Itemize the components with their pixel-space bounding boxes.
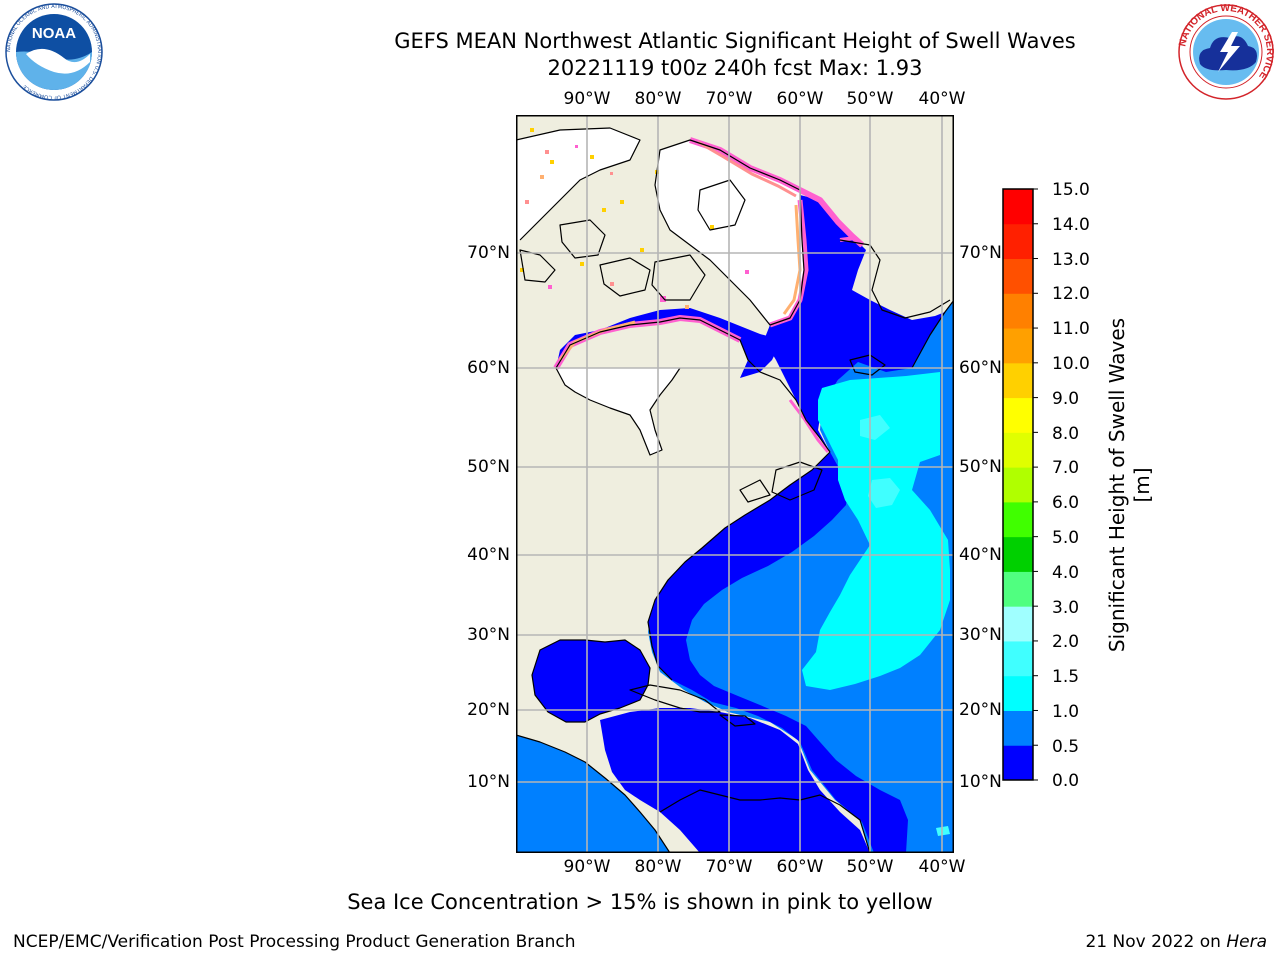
colorbar bbox=[1002, 188, 1038, 781]
colorbar-tick: 9.0 bbox=[1052, 389, 1080, 409]
map-title: GEFS MEAN Northwest Atlantic Significant… bbox=[394, 29, 1076, 53]
lon-label-bottom: 90°W bbox=[563, 857, 611, 877]
sea-ice-edge bbox=[697, 140, 797, 198]
colorbar-segment bbox=[1003, 189, 1033, 225]
lat-label-left: 60°N bbox=[467, 358, 510, 378]
colorbar-segment bbox=[1003, 467, 1033, 503]
colorbar-segment bbox=[1003, 293, 1033, 329]
swell-region bbox=[802, 372, 950, 690]
colorbar-tick: 7.0 bbox=[1052, 458, 1080, 478]
colorbar-tick: 14.0 bbox=[1052, 215, 1090, 235]
colorbar-tick: 3.0 bbox=[1052, 598, 1080, 618]
lon-label-top: 50°W bbox=[846, 89, 894, 109]
colorbar-tick: 0.0 bbox=[1052, 771, 1080, 791]
ocean-region bbox=[516, 735, 670, 853]
colorbar-segment bbox=[1003, 571, 1033, 607]
colorbar-segment bbox=[1003, 501, 1033, 538]
lon-label-top: 90°W bbox=[563, 89, 611, 109]
ice-region bbox=[516, 128, 640, 240]
lat-label-left: 50°N bbox=[467, 457, 510, 477]
colorbar-segment bbox=[1003, 710, 1033, 746]
swell-region bbox=[868, 478, 900, 508]
sea-ice-note: Sea Ice Concentration > 15% is shown in … bbox=[347, 890, 933, 914]
colorbar-tick: 5.0 bbox=[1052, 528, 1080, 548]
colorbar-tick: 15.0 bbox=[1052, 180, 1090, 200]
colorbar-tick: 10.0 bbox=[1052, 354, 1090, 374]
colorbar-segment bbox=[1003, 223, 1033, 260]
lat-label-right: 40°N bbox=[959, 545, 1002, 565]
colorbar-label: Significant Height of Swell Waves [m] bbox=[1105, 317, 1154, 653]
colorbar-tick: 11.0 bbox=[1052, 319, 1090, 339]
colorbar-tick: 0.5 bbox=[1052, 737, 1080, 757]
footer-machine: Hera bbox=[1226, 932, 1267, 952]
lon-label-top: 40°W bbox=[918, 89, 966, 109]
colorbar-tick: 4.0 bbox=[1052, 563, 1080, 583]
swell-region bbox=[936, 826, 950, 836]
colorbar-tick: 12.0 bbox=[1052, 284, 1090, 304]
colorbar-segment bbox=[1003, 745, 1033, 781]
lat-label-left: 40°N bbox=[467, 545, 510, 565]
colorbar-tick: 13.0 bbox=[1052, 250, 1090, 270]
colorbar-tick: 1.5 bbox=[1052, 667, 1080, 687]
colorbar-segment bbox=[1003, 397, 1033, 433]
lat-label-right: 10°N bbox=[959, 772, 1002, 792]
swell-region bbox=[860, 415, 890, 440]
colorbar-segment bbox=[1003, 536, 1033, 572]
colorbar-segment bbox=[1003, 258, 1033, 294]
colorbar-tick: 8.0 bbox=[1052, 424, 1080, 444]
lat-label-right: 20°N bbox=[959, 700, 1002, 720]
lon-label-bottom: 40°W bbox=[918, 857, 966, 877]
lat-label-left: 30°N bbox=[467, 625, 510, 645]
footer-date: 21 Nov 2022 on Hera bbox=[1085, 932, 1267, 952]
lat-label-right: 30°N bbox=[959, 625, 1002, 645]
ocean-region bbox=[532, 640, 650, 722]
lon-label-bottom: 70°W bbox=[705, 857, 753, 877]
ocean-region bbox=[556, 308, 782, 378]
graticule bbox=[516, 115, 954, 853]
footer-credit: NCEP/EMC/Verification Post Processing Pr… bbox=[13, 932, 576, 952]
nws-logo: NATIONAL WEATHER SERVICE bbox=[1177, 3, 1275, 100]
noaa-logo-text: NOAA bbox=[32, 25, 76, 42]
noaa-logo: NOAA NATIONAL OCEANIC AND ATMOSPHERIC AD… bbox=[5, 3, 103, 101]
lon-label-top: 70°W bbox=[705, 89, 753, 109]
colorbar-segment bbox=[1003, 362, 1033, 399]
colorbar-tick: 1.0 bbox=[1052, 702, 1080, 722]
lon-label-bottom: 50°W bbox=[846, 857, 894, 877]
ocean-region bbox=[764, 195, 945, 452]
map-frame bbox=[516, 115, 954, 853]
swell-height-map bbox=[516, 115, 954, 853]
lon-label-top: 60°W bbox=[776, 89, 824, 109]
ocean-region bbox=[600, 708, 870, 853]
lat-label-right: 70°N bbox=[959, 243, 1002, 263]
sea-ice-edge bbox=[788, 399, 830, 453]
lat-label-left: 70°N bbox=[467, 243, 510, 263]
colorbar-tick: 2.0 bbox=[1052, 632, 1080, 652]
lat-label-left: 20°N bbox=[467, 700, 510, 720]
lat-label-right: 60°N bbox=[959, 358, 1002, 378]
colorbar-tick: 6.0 bbox=[1052, 493, 1080, 513]
colorbar-segment bbox=[1003, 432, 1033, 468]
footer-date-text: 21 Nov 2022 on bbox=[1085, 932, 1221, 952]
map-subtitle: 20221119 t00z 240h fcst Max: 1.93 bbox=[547, 56, 923, 80]
lat-label-left: 10°N bbox=[467, 772, 510, 792]
ocean-region bbox=[648, 452, 908, 853]
lon-label-top: 80°W bbox=[634, 89, 682, 109]
colorbar-frame bbox=[1002, 188, 1034, 781]
lon-label-bottom: 60°W bbox=[776, 857, 824, 877]
colorbar-segment bbox=[1003, 328, 1033, 364]
colorbar-segment bbox=[1003, 606, 1033, 642]
lat-label-right: 50°N bbox=[959, 457, 1002, 477]
lon-label-bottom: 80°W bbox=[634, 857, 682, 877]
colorbar-segment bbox=[1003, 675, 1033, 711]
colorbar-segment bbox=[1003, 640, 1033, 677]
